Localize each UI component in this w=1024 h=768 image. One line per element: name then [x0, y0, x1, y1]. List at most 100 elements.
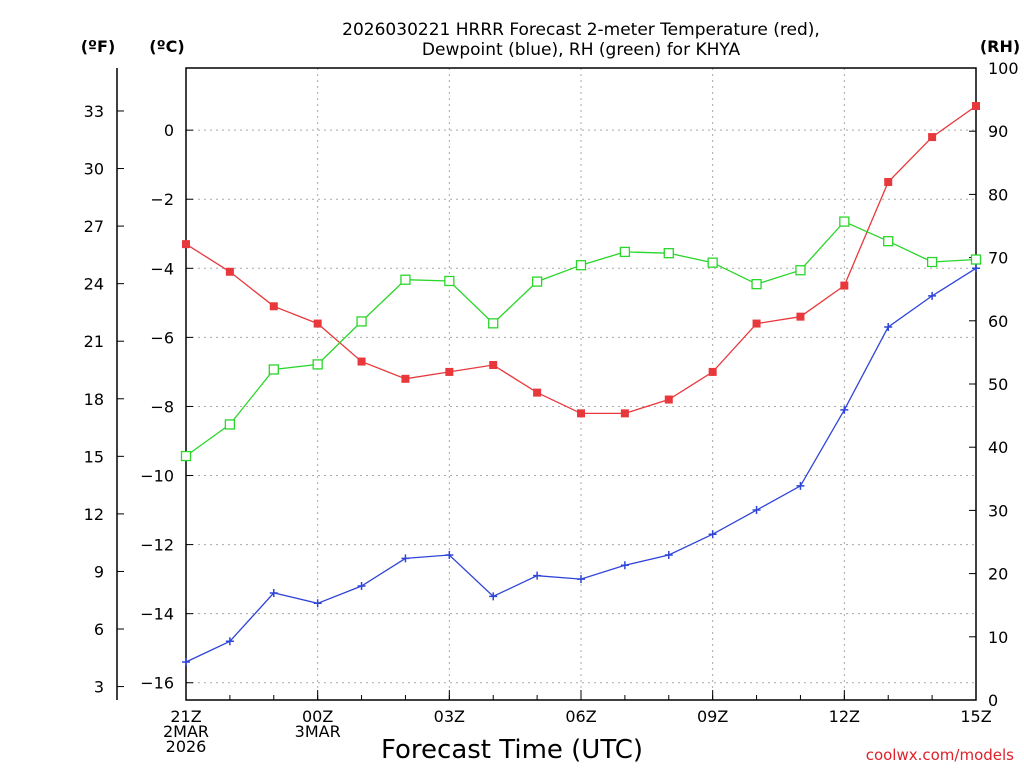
celsius-axis: 0 −2 −4 −6 −8 −10 −12 −14 −16	[140, 121, 193, 693]
fahrenheit-unit-label: (ºF)	[81, 37, 116, 56]
temperature-point-13	[752, 319, 761, 328]
temperature-point-12	[708, 367, 717, 376]
x-axis-title: Forecast Time (UTC)	[381, 735, 643, 765]
fahrenheit-axis: 33 30 27 24 21 18 15 12 9 6 3	[84, 102, 124, 697]
rh-point-3	[312, 359, 323, 370]
rh-point-15	[839, 216, 850, 227]
rh-tick-label-6: 40	[988, 438, 1008, 457]
dewpoint-point-4	[357, 582, 366, 591]
temperature-point-17	[928, 133, 937, 142]
source-credit: coolwx.com/models	[866, 746, 1014, 764]
rh-point-5	[400, 274, 411, 285]
dewpoint-point-14	[796, 481, 805, 490]
rh-point-16	[883, 236, 894, 247]
dewpoint-point-1	[225, 637, 234, 646]
temperature-point-0	[182, 240, 190, 249]
rh-tick-label-10: 0	[988, 691, 998, 710]
f-tick-label-4: 21	[84, 332, 104, 351]
series-rh	[180, 216, 982, 462]
x-tick-label-0-2: 2026	[166, 737, 207, 756]
dewpoint-point-13	[752, 506, 761, 515]
c-tick-label-2: −4	[150, 259, 174, 278]
x-tick-label-0-0: 21Z	[170, 707, 201, 726]
celsius-unit-label: (ºC)	[149, 37, 184, 56]
temperature-point-1	[225, 267, 234, 276]
f-tick-label-0: 33	[84, 102, 104, 121]
rh-point-12	[707, 257, 718, 268]
rh-point-7	[488, 318, 499, 329]
temperature-point-11	[664, 395, 673, 404]
data-series	[180, 101, 982, 667]
c-tick-label-3: −6	[150, 328, 174, 347]
dewpoint-point-5	[401, 554, 410, 563]
rh-tick-label-7: 30	[988, 501, 1008, 520]
c-tick-label-4: −8	[150, 397, 174, 416]
rh-tick-label-5: 50	[988, 375, 1008, 394]
x-tick-label-4-0: 09Z	[697, 707, 728, 726]
f-tick-label-2: 27	[84, 217, 104, 236]
temperature-point-14	[796, 312, 805, 321]
dewpoint-point-6	[445, 550, 454, 559]
rh-point-14	[795, 265, 806, 276]
dewpoint-point-3	[313, 599, 322, 608]
rh-tick-label-1: 90	[988, 122, 1008, 141]
rh-point-10	[619, 246, 631, 258]
rh-tick-label-9: 10	[988, 628, 1008, 647]
x-tick-label-6-0: 15Z	[960, 707, 991, 726]
rh-point-4	[356, 316, 367, 327]
x-tick-label-2-0: 03Z	[434, 707, 465, 726]
rh-point-1	[224, 419, 236, 430]
f-tick-label-3: 24	[84, 275, 104, 294]
dewpoint-point-18	[972, 264, 980, 273]
temperature-point-15	[840, 281, 849, 290]
temperature-point-18	[972, 101, 980, 110]
x-tick-label-3-0: 06Z	[565, 707, 596, 726]
temperature-point-2	[269, 302, 278, 311]
c-tick-label-7: −14	[140, 605, 174, 624]
rh-tick-label-2: 80	[988, 185, 1008, 204]
f-tick-label-9: 6	[94, 620, 104, 639]
c-tick-label-5: −10	[140, 467, 174, 486]
temperature-point-9	[577, 409, 585, 418]
temperature-point-4	[357, 357, 366, 366]
dewpoint-point-11	[664, 550, 673, 559]
dewpoint-point-12	[708, 530, 717, 539]
rh-tick-label-4: 60	[988, 312, 1008, 331]
chart-title-line2: Dewpoint (blue), RH (green) for KHYA	[422, 40, 741, 60]
rh-point-8	[531, 276, 543, 287]
temperature-point-3	[313, 319, 322, 328]
dewpoint-point-10	[620, 561, 629, 570]
rh-tick-label-0: 100	[988, 59, 1019, 78]
x-tick-label-5-0: 12Z	[829, 707, 860, 726]
dewpoint-point-8	[533, 571, 542, 580]
temperature-point-7	[489, 361, 498, 370]
c-tick-label-6: −12	[140, 536, 174, 555]
rh-point-11	[663, 248, 674, 259]
f-tick-label-10: 3	[94, 678, 104, 697]
dewpoint-point-0	[182, 658, 190, 667]
f-tick-label-1: 30	[84, 160, 104, 179]
temperature-point-8	[533, 388, 542, 397]
rh-tick-label-3: 70	[988, 249, 1008, 268]
rh-unit-label: (RH)	[980, 37, 1020, 56]
temperature-point-10	[620, 409, 629, 418]
series-dewpoint	[182, 264, 980, 667]
rh-point-17	[926, 256, 938, 268]
rh-tick-label-8: 20	[988, 565, 1008, 584]
dewpoint-point-2	[269, 588, 278, 597]
dewpoint-point-16	[884, 323, 893, 332]
temperature-point-5	[401, 374, 410, 383]
dewpoint-point-15	[840, 405, 849, 414]
dewpoint-point-9	[577, 575, 585, 584]
f-tick-label-8: 9	[94, 562, 104, 581]
x-tick-label-1-0: 00Z	[302, 707, 333, 726]
rh-point-0	[180, 450, 192, 462]
temperature-point-6	[445, 367, 454, 376]
chart-title-line1: 2026030221 HRRR Forecast 2-meter Tempera…	[342, 20, 820, 40]
rh-point-6	[444, 275, 455, 287]
dewpoint-point-7	[489, 592, 498, 601]
x-tick-label-1-1: 3MAR	[295, 722, 341, 741]
